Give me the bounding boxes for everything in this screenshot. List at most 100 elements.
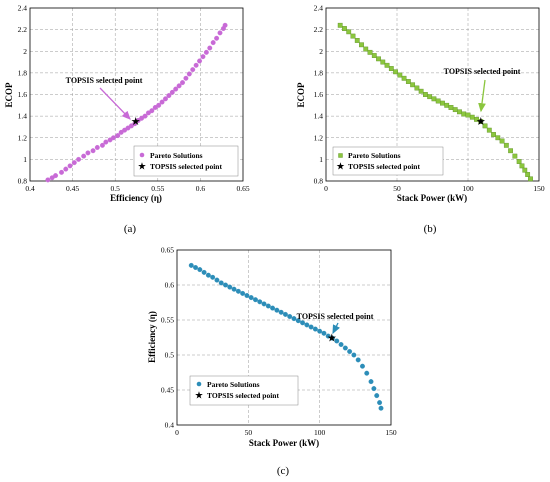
data-point [397,72,403,78]
x-axis-label-c: Stack Power (kW) [249,438,319,448]
data-point [235,288,241,294]
data-point [201,269,207,275]
y-tick-label: 2.2 [18,25,28,34]
data-point [371,53,377,58]
data-point [317,328,323,334]
topsis-selected-point: ★ [327,333,337,345]
data-point [528,176,533,182]
x-axis-label-b: Stack Power (kW) [397,193,467,203]
legend-box-b [332,146,444,176]
y-tick-label: 0.8 [314,177,324,186]
y-tick-label: 0.45 [161,386,174,395]
data-point [508,148,513,154]
legend-box-a [133,145,239,177]
y-tick-label: 1 [319,155,323,164]
data-point [347,349,353,354]
data-point [393,69,398,75]
legend-marker-c-pareto [196,381,202,387]
data-point [217,30,223,36]
data-point [45,177,51,183]
legend-box-c [189,375,299,406]
data-point [482,123,488,129]
x-tick-label: 0 [175,428,179,437]
legend-label-c-topsis: TOPSIS selected point [207,391,279,400]
annotation-arrow-a [99,87,131,120]
data-point [516,159,522,164]
data-point [156,102,162,108]
x-tick-label: 0.45 [66,184,79,193]
data-point [448,105,454,110]
y-tick-label: 2.2 [314,25,324,34]
y-tick-label: 1.6 [18,90,28,99]
y-tick-label: 0.5 [165,351,175,360]
data-point [452,107,458,113]
data-point [469,114,475,120]
data-point [440,100,445,106]
data-point [227,284,233,290]
data-point [457,109,462,115]
data-point [183,75,189,81]
data-points-c: ★ [188,262,384,411]
data-point [142,113,148,119]
data-point [253,297,258,303]
data-point [257,299,263,305]
data-point [499,138,505,144]
legend-label-a-pareto: Pareto Solutions [150,151,203,160]
data-point [180,80,185,86]
data-point [355,357,361,363]
legend-c: Pareto Solutions ★ TOPSIS selected point [189,375,299,406]
x-ticks-a: 0.4 0.45 0.5 0.55 0.6 0.65 [25,184,250,193]
data-point [512,153,518,159]
data-point [115,133,121,139]
data-point [401,75,407,81]
y-tick-label: 1 [23,155,27,164]
annotation-arrow-c [332,322,340,335]
data-point [197,58,202,64]
y-tick-label: 2.4 [18,4,28,13]
topsis-selected-point: ★ [131,116,141,128]
y-tick-label: 1.6 [314,90,324,99]
y-tick-label: 0.4 [165,421,175,430]
data-point [71,160,77,166]
annotation-c: TOPSIS selected point [297,312,374,321]
x-tick-label: 150 [533,184,545,193]
data-point [278,309,284,315]
data-point [388,66,394,71]
data-point [188,262,194,268]
data-point [53,173,59,179]
data-point [218,280,224,286]
data-point [90,148,96,154]
data-point [85,150,91,156]
data-point [214,35,220,41]
data-point [367,49,373,55]
x-tick-label: 0.5 [111,184,121,193]
data-point [166,93,172,99]
data-point [423,92,428,97]
data-point [486,127,492,133]
data-point [359,42,364,48]
y-tick-label: 0.65 [161,246,174,255]
data-point [103,139,109,145]
data-point [282,311,288,317]
data-point [261,301,267,307]
y-tick-label: 1.4 [18,112,28,121]
data-point [380,59,386,65]
data-point [337,22,343,28]
data-point [503,142,509,148]
data-point [94,145,100,150]
y-tick-label: 2 [23,47,27,56]
y-axis-label-c: Efficiency (η) [147,311,157,363]
panel-c: ★ 0 50 100 150 0.4 0.45 0.5 0.55 0.6 0.65 Stack … [147,246,397,478]
data-point [244,293,250,298]
legend-marker-a-pareto [139,152,145,158]
data-point [304,322,310,328]
legend-marker-b-pareto [338,153,343,158]
data-point [207,45,213,51]
data-point [67,163,73,169]
data-point [163,96,168,102]
legend-marker-a-topsis: ★ [138,162,147,173]
data-point [200,54,206,60]
data-point [186,71,192,77]
data-point [205,272,211,278]
data-point [374,393,380,399]
